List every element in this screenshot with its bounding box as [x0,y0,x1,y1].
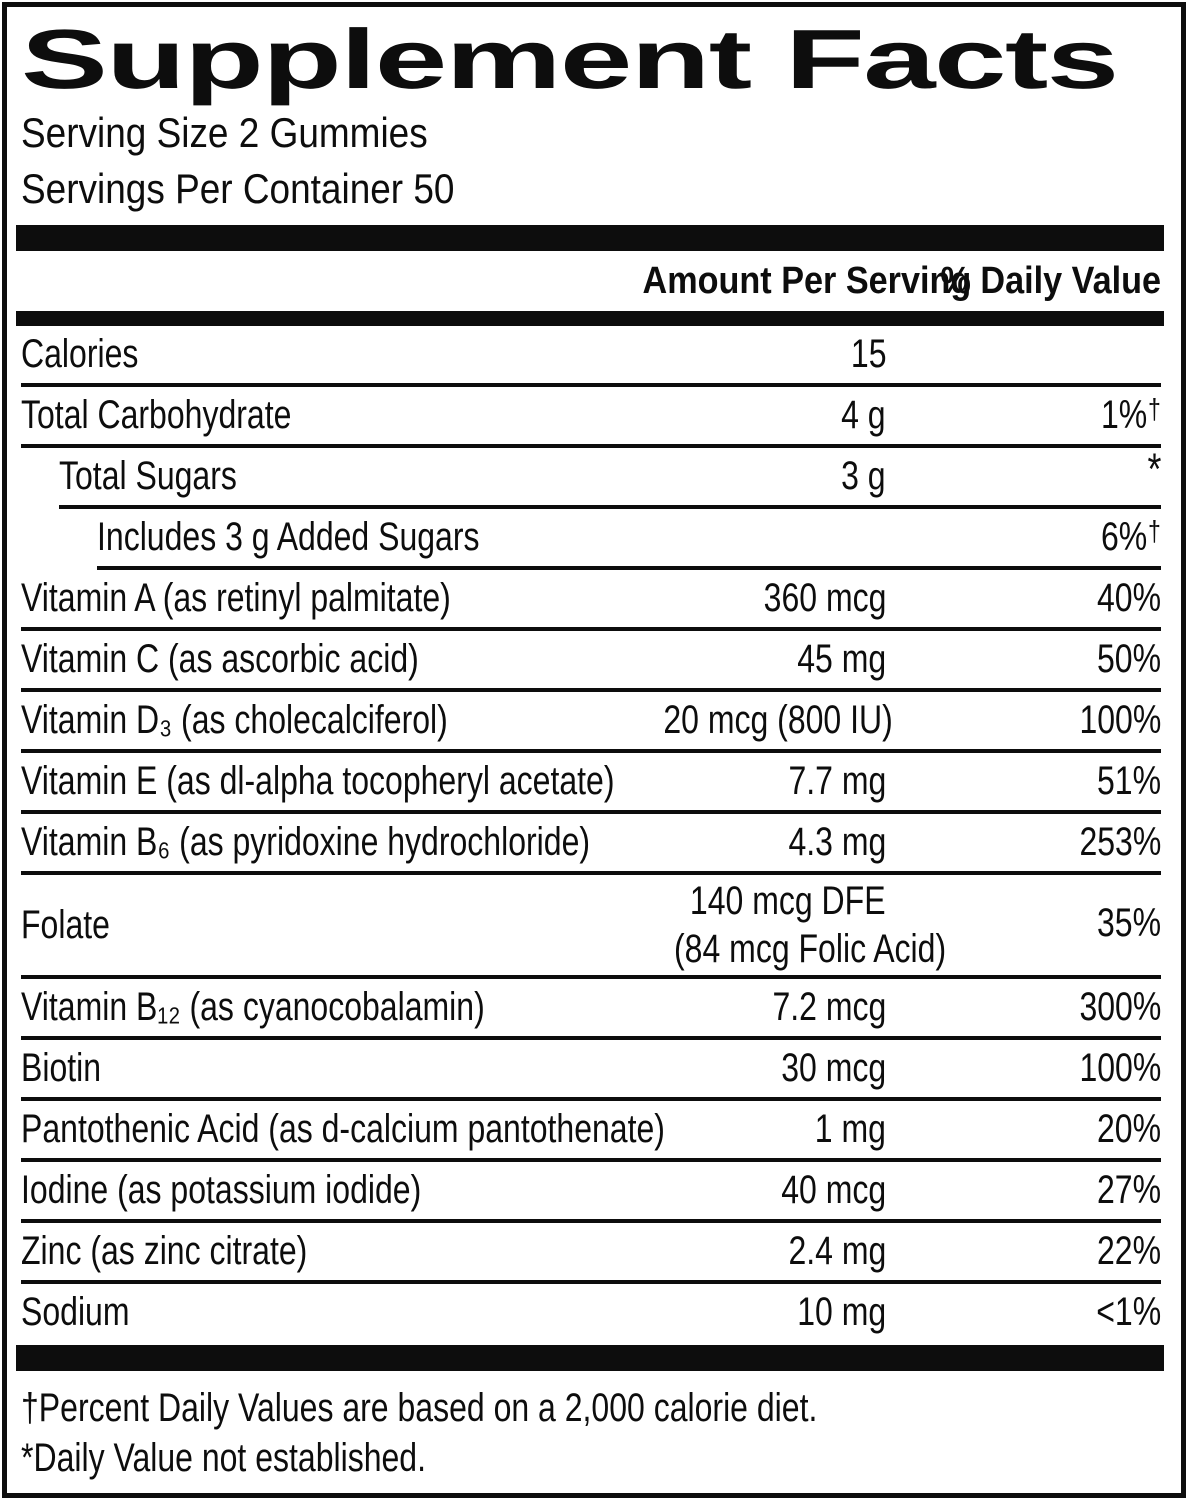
nutrient-name: Vitamin B₁₂ (as cyanocobalamin) [21,985,485,1029]
row-separator [21,444,1161,448]
thick-divider-top [16,225,1164,251]
row-vitamin-b6: Vitamin B₆ (as pyridoxine hydrochloride)… [21,814,1161,871]
asterisk-symbol: * [1147,444,1161,494]
row-zinc: Zinc (as zinc citrate) 2.4 mg 22% [21,1223,1161,1280]
footnote-daily-values: †Percent Daily Values are based on a 2,0… [21,1386,818,1430]
thick-divider-bottom [16,1345,1164,1371]
nutrient-name: Zinc (as zinc citrate) [21,1229,308,1273]
serving-size: Serving Size 2 Gummies [21,109,428,156]
nutrient-daily-value: 6%† [1101,515,1161,559]
nutrient-name: Total Sugars [59,454,237,498]
nutrient-amount: 2.4 mg [788,1229,886,1273]
nutrient-name: Vitamin C (as ascorbic acid) [21,637,419,681]
row-separator [21,871,1161,875]
nutrient-daily-value: 300% [1079,985,1161,1029]
row-separator [21,383,1161,387]
row-separator [21,627,1161,631]
nutrient-amount: 15 [850,332,886,376]
nutrient-name: Biotin [21,1046,102,1090]
row-folate: Folate 140 mcg DFE (84 mcg Folic Acid) 3… [21,875,1161,975]
column-header-amount: Amount Per Serving [642,259,972,302]
nutrient-daily-value: 22% [1096,1229,1161,1273]
row-total-carbohydrate: Total Carbohydrate 4 g 1%† [21,387,1161,444]
nutrient-amount: 1 mg [814,1107,886,1151]
nutrient-name: Folate [21,902,110,947]
nutrient-daily-value: 35% [1096,901,1161,945]
row-vitamin-d3: Vitamin D₃ (as cholecalciferol) 20 mcg (… [21,692,1161,749]
nutrient-amount: 40 mcg [781,1168,886,1212]
nutrient-amount: 4 g [841,393,886,437]
row-added-sugars: Includes 3 g Added Sugars 6%† [21,509,1161,566]
row-sodium: Sodium 10 mg <1% [21,1284,1161,1341]
row-iodine: Iodine (as potassium iodide) 40 mcg 27% [21,1162,1161,1219]
nutrient-amount: 45 mg [797,637,886,681]
row-separator [97,566,1161,570]
row-calories: Calories 15 [21,326,1161,383]
nutrient-name: Calories [21,332,139,376]
panel-title: Supplement Facts [21,17,1161,103]
row-separator [21,975,1161,979]
row-separator [21,810,1161,814]
nutrient-name: Vitamin D₃ (as cholecalciferol) [21,698,448,742]
nutrient-daily-value: 20% [1096,1107,1161,1151]
row-vitamin-c: Vitamin C (as ascorbic acid) 45 mg 50% [21,631,1161,688]
row-biotin: Biotin 30 mcg 100% [21,1040,1161,1097]
nutrient-daily-value: 40% [1096,576,1161,620]
nutrient-name: Iodine (as potassium iodide) [21,1168,422,1212]
nutrient-amount-secondary: (84 mcg Folic Acid) [674,927,947,971]
nutrient-daily-value: 100% [1079,1046,1161,1090]
nutrient-daily-value: 27% [1096,1168,1161,1212]
nutrient-amount: 4.3 mg [788,820,886,864]
servings-per-container: Servings Per Container 50 [21,165,455,212]
row-vitamin-b12: Vitamin B₁₂ (as cyanocobalamin) 7.2 mcg … [21,979,1161,1036]
nutrient-name: Vitamin E (as dl-alpha tocopheryl acetat… [21,759,615,803]
row-pantothenic-acid: Pantothenic Acid (as d-calcium pantothen… [21,1101,1161,1158]
nutrient-daily-value: 51% [1096,759,1161,803]
nutrient-daily-value: 253% [1079,820,1161,864]
nutrient-amount: 140 mcg DFE [690,879,886,923]
nutrient-amount: 7.7 mg [788,759,886,803]
nutrient-amount: 20 mcg (800 IU) [663,698,893,742]
nutrient-name: Includes 3 g Added Sugars [97,515,480,559]
footnote-not-established: *Daily Value not established. [21,1436,426,1480]
nutrient-amount: 3 g [841,454,886,498]
dagger-symbol: † [1148,516,1161,549]
row-separator [21,1036,1161,1040]
nutrient-name: Vitamin A (as retinyl palmitate) [21,576,451,620]
nutrient-name: Sodium [21,1290,130,1334]
row-separator [21,688,1161,692]
row-total-sugars: Total Sugars 3 g * [21,444,1161,505]
row-vitamin-a: Vitamin A (as retinyl palmitate) 360 mcg… [21,570,1161,627]
row-separator [59,505,1161,509]
row-separator [21,1158,1161,1162]
row-separator [21,1097,1161,1101]
nutrient-daily-value: 1%† [1101,393,1161,437]
row-vitamin-e: Vitamin E (as dl-alpha tocopheryl acetat… [21,753,1161,810]
row-separator [21,1219,1161,1223]
nutrient-daily-value: 100% [1079,698,1161,742]
nutrient-daily-value: 50% [1096,637,1161,681]
nutrient-amount: 30 mcg [781,1046,886,1090]
nutrient-amount: 7.2 mcg [772,985,886,1029]
column-header-daily-value: % Daily Value [940,259,1161,302]
header-divider [16,311,1164,326]
row-separator [21,1280,1161,1284]
nutrient-name: Total Carbohydrate [21,393,292,437]
panel-title-text: Supplement Facts [21,12,1119,106]
nutrient-name: Pantothenic Acid (as d-calcium pantothen… [21,1107,665,1151]
column-header-row: Amount Per Serving % Daily Value [21,251,1161,311]
nutrient-amount: 10 mg [797,1290,886,1334]
nutrient-name: Vitamin B₆ (as pyridoxine hydrochloride) [21,820,591,864]
nutrient-amount: 360 mcg [763,576,886,620]
row-separator [21,749,1161,753]
nutrient-daily-value: <1% [1096,1290,1161,1334]
dagger-symbol: † [1148,394,1161,427]
